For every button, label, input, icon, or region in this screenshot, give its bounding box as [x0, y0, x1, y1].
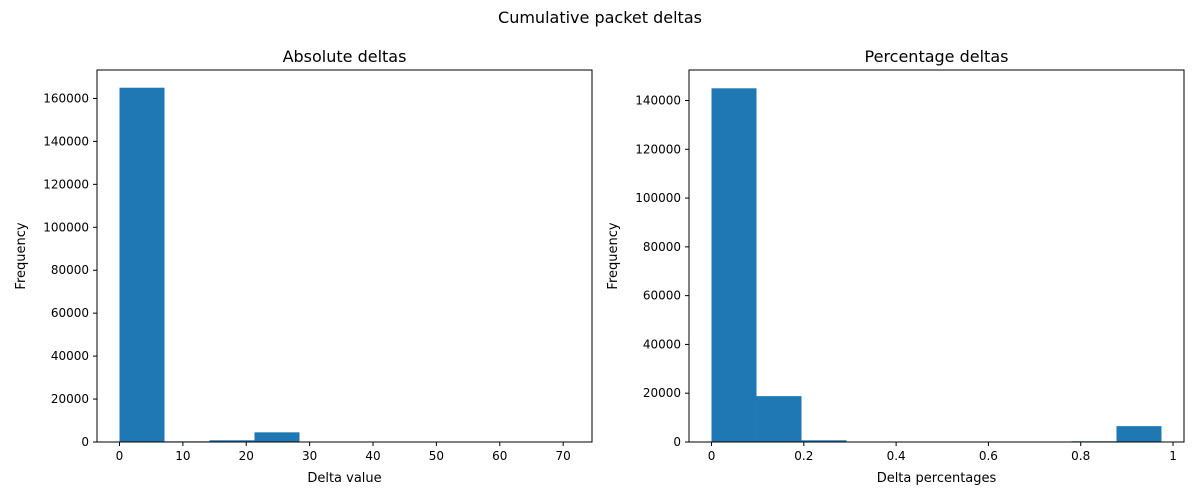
y-tick-label: 40000	[51, 349, 89, 363]
x-tick-label: 10	[175, 449, 190, 463]
y-tick-label: 40000	[643, 337, 681, 351]
histogram-bar	[254, 432, 300, 442]
x-tick-label: 60	[492, 449, 507, 463]
y-tick-label: 60000	[643, 289, 681, 303]
chart-absolute-deltas: 0 10 20 30 40 50 60 70 0 20000 40000 60000 80000 1000…	[14, 47, 593, 486]
y-tick-label: 0	[81, 435, 89, 449]
x-tick-label: 20	[239, 449, 254, 463]
axes-frame	[688, 69, 1185, 443]
y-tick-label: 60000	[51, 306, 89, 320]
y-tick-label: 160000	[43, 91, 89, 105]
histogram-bar	[756, 396, 802, 442]
y-tick-label: 0	[673, 435, 681, 449]
y-tick-label: 120000	[635, 142, 681, 156]
axes-frame	[96, 69, 593, 443]
histogram-bar	[711, 88, 757, 443]
x-tick-label: 1	[1169, 449, 1177, 463]
figure-title: Cumulative packet deltas	[498, 8, 702, 27]
y-tick-label: 100000	[635, 191, 681, 205]
x-axis-label: Delta percentages	[877, 471, 997, 486]
x-tick-label: 0	[116, 449, 124, 463]
x-tick-label: 70	[556, 449, 571, 463]
y-axis-label: Frequency	[14, 222, 29, 289]
y-tick-label: 140000	[43, 134, 89, 148]
y-tick-label: 80000	[643, 240, 681, 254]
histogram-bar	[209, 440, 255, 442]
chart-percentage-deltas: 0 0.2 0.4 0.6 0.8 1 0 20000 40000 60000 80000 10000…	[606, 47, 1185, 486]
chart-title: Percentage deltas	[865, 47, 1009, 66]
y-tick-label: 100000	[43, 220, 89, 234]
x-tick-label: 0.8	[1071, 449, 1090, 463]
histogram-bar	[801, 440, 847, 442]
x-tick-label: 0.4	[887, 449, 906, 463]
x-tick-label: 0.6	[979, 449, 998, 463]
x-tick-label: 0.2	[794, 449, 813, 463]
x-tick-label: 50	[429, 449, 444, 463]
x-axis-label: Delta value	[307, 471, 381, 486]
y-axis-label: Frequency	[606, 222, 621, 289]
y-tick-label: 20000	[51, 392, 89, 406]
y-tick-label: 20000	[643, 386, 681, 400]
y-tick-label: 120000	[43, 177, 89, 191]
y-tick-label: 80000	[51, 263, 89, 277]
x-tick-label: 30	[302, 449, 317, 463]
y-tick-label: 140000	[635, 93, 681, 107]
x-tick-label: 0	[708, 449, 716, 463]
chart-title: Absolute deltas	[283, 47, 407, 66]
histogram-bar	[119, 87, 165, 443]
x-tick-label: 40	[365, 449, 380, 463]
histogram-bar	[1116, 426, 1162, 442]
